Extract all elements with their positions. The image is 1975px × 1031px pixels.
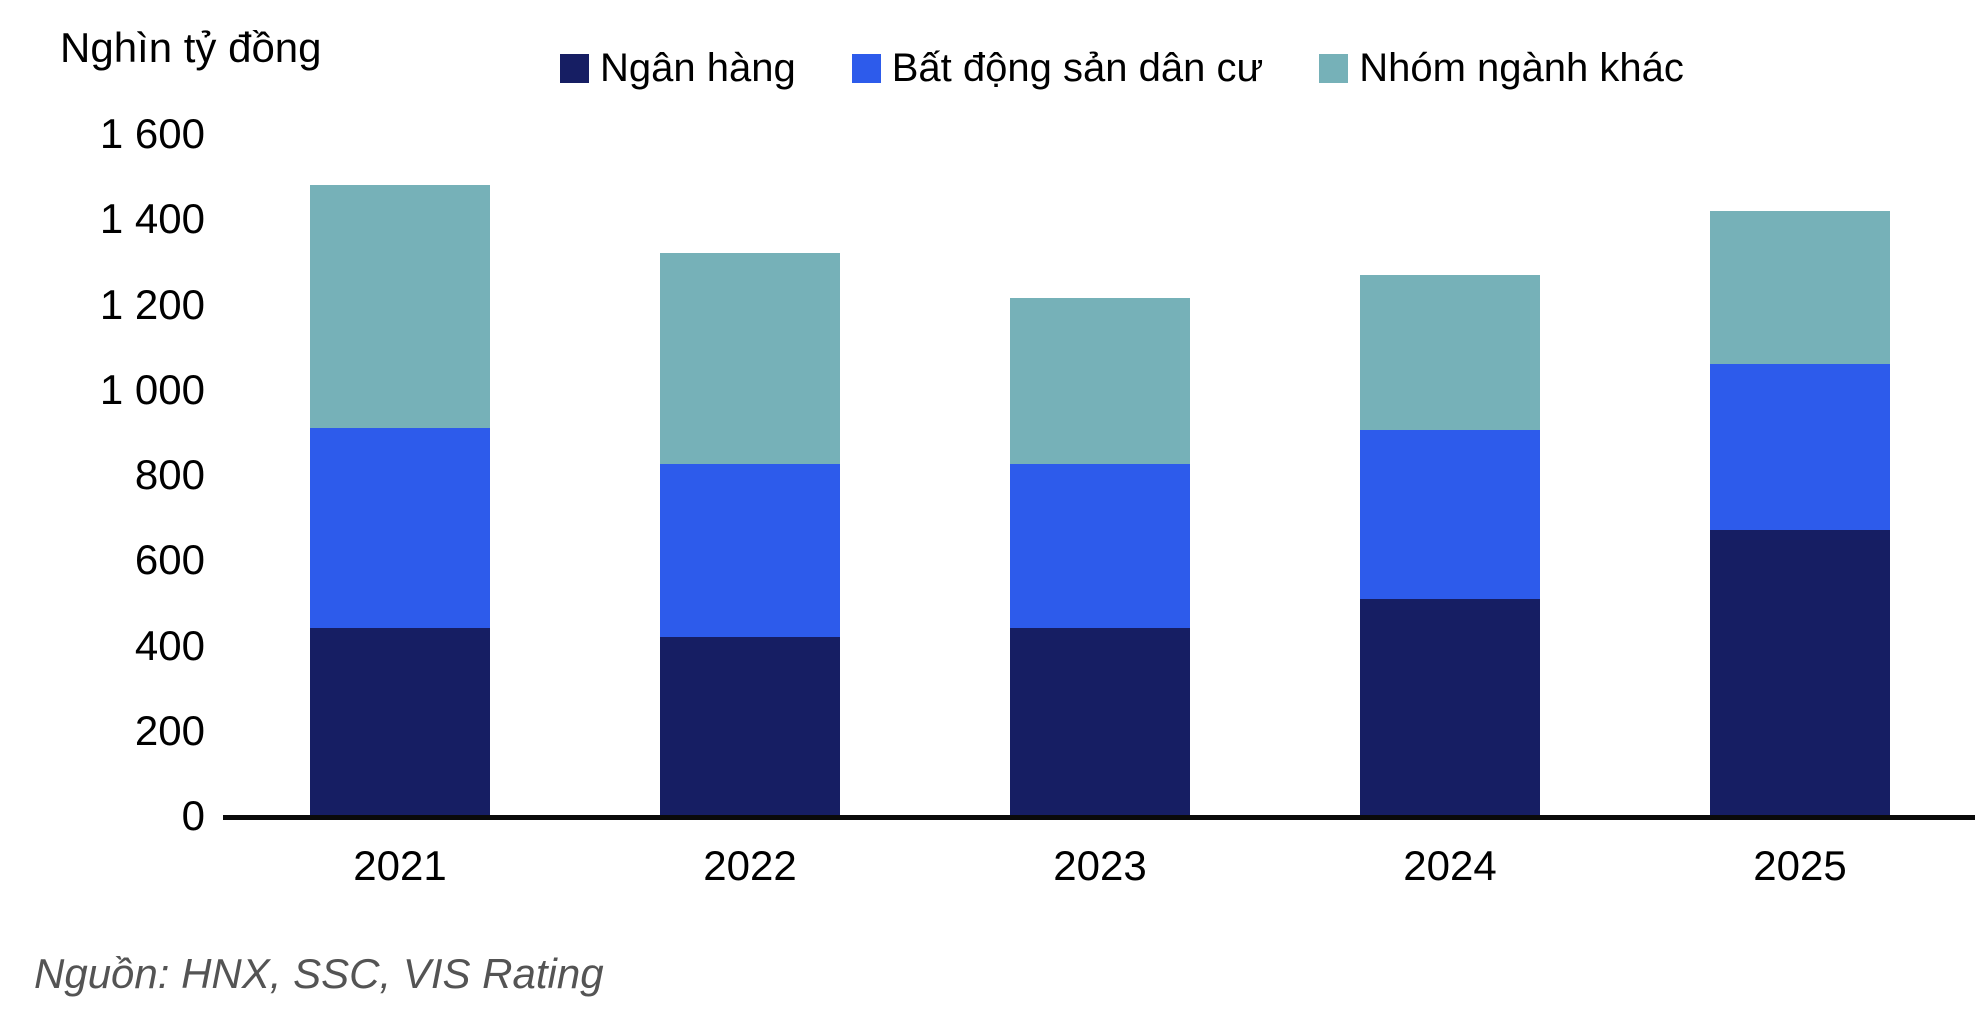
bar-segment: [1009, 464, 1191, 629]
bar-stack-2025: [1709, 210, 1891, 816]
x-axis-category-labels: 2021 2022 2023 2024 2025: [225, 842, 1975, 890]
legend-swatch-icon: [560, 54, 589, 83]
legend: Ngân hàng Bất động sản dân cư Nhóm ngành k…: [560, 46, 1684, 91]
legend-item-2: Nhóm ngành khác: [1319, 46, 1684, 91]
bar-segment: [1009, 298, 1191, 465]
legend-label: Ngân hàng: [600, 46, 796, 90]
bar-slot-2022: [575, 134, 925, 816]
legend-label: Bất động sản dân cư: [891, 46, 1264, 90]
x-axis-label: 2024: [1403, 842, 1497, 889]
bar-slot-2025: [1625, 134, 1975, 816]
y-tick-label: 400: [134, 621, 205, 669]
bars-row: [225, 134, 1975, 816]
bar-segment: [1709, 530, 1891, 816]
bar-segment: [1359, 598, 1541, 816]
y-tick-label: 600: [134, 536, 205, 584]
bar-segment: [309, 185, 491, 429]
bar-segment: [309, 628, 491, 816]
bar-segment: [1359, 274, 1541, 431]
bar-segment: [659, 464, 841, 637]
x-axis-label: 2023: [1053, 842, 1147, 889]
legend-label: Nhóm ngành khác: [1359, 46, 1684, 90]
bar-stack-2021: [309, 185, 491, 816]
y-tick-label: 0: [181, 792, 205, 839]
bar-slot-2023: [925, 134, 1275, 816]
bar-stack-2024: [1359, 274, 1541, 816]
bar-stack-2022: [659, 253, 841, 816]
y-tick-label: 1 600: [99, 110, 205, 157]
legend-item-1: Bất động sản dân cư: [851, 46, 1264, 91]
y-tick-label: 200: [134, 706, 205, 754]
x-axis-label: 2021: [353, 842, 447, 889]
legend-swatch-icon: [1319, 54, 1349, 83]
x-axis-label: 2022: [703, 842, 797, 889]
bar-segment: [309, 428, 491, 629]
y-axis-tick-labels: 0 200 400 600 800 1 000 1 200 1 400 1 600: [0, 0, 205, 1031]
legend-swatch-icon: [851, 54, 881, 83]
bar-segment: [659, 636, 841, 816]
bar-segment: [1009, 628, 1191, 816]
bar-segment: [659, 253, 841, 465]
x-axis-label: 2025: [1753, 842, 1847, 889]
bar-slot-2021: [225, 134, 575, 816]
bar-stack-2023: [1009, 298, 1191, 816]
bar-segment: [1709, 364, 1891, 531]
y-tick-label: 1 200: [99, 280, 205, 328]
bar-segment: [1709, 210, 1891, 365]
y-axis-unit-title: Nghìn tỷ đồng: [60, 24, 322, 71]
bar-segment: [1359, 430, 1541, 599]
plot-area: [225, 134, 1975, 816]
y-tick-label: 800: [134, 451, 205, 498]
source-text: Nguồn: HNX, SSC, VIS Rating: [34, 950, 604, 997]
bar-slot-2024: [1275, 134, 1625, 816]
y-tick-label: 1 000: [99, 365, 205, 413]
y-tick-label: 1 400: [99, 195, 205, 243]
x-axis-line: [223, 815, 1975, 820]
legend-item-0: Ngân hàng: [560, 46, 796, 91]
